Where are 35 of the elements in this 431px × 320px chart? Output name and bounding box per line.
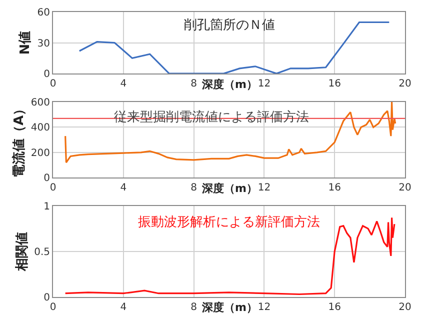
y-tick-label: 0	[44, 173, 50, 184]
x-tick-label: 4	[120, 302, 127, 313]
y-tick-label: 200	[30, 148, 50, 159]
x-tick-label: 8	[190, 182, 197, 194]
x-tick-label: 16	[328, 78, 341, 90]
y-tick-label: 0	[44, 292, 50, 304]
x-tick-label: 20	[398, 302, 412, 313]
y-tick-label: 0.5	[34, 246, 50, 258]
text: 削孔箇所のＮ値	[184, 18, 275, 33]
x-tick-label: 12	[258, 78, 271, 90]
y-tick-label: 1	[44, 201, 50, 212]
text: 振動波形解析による新評価方法	[138, 214, 320, 230]
line-series	[64, 216, 396, 296]
x-tick-label: 12	[258, 302, 271, 313]
x-tick-label: 4	[120, 182, 127, 194]
x-tick-label: 12	[258, 182, 271, 194]
y-tick-label: 600	[30, 98, 50, 109]
x-tick-label: 20	[398, 78, 412, 90]
y-tick-label: 400	[30, 122, 50, 134]
x-tick-label: 16	[328, 302, 341, 313]
line-series	[64, 102, 396, 164]
y-tick-label: 30	[37, 38, 50, 50]
x-tick-label: 16	[328, 182, 341, 194]
y-tick-label: 60	[37, 8, 50, 18]
x-tick-label: 20	[398, 182, 412, 194]
y-axis-title: N値	[18, 30, 34, 55]
x-tick-label: 8	[190, 78, 197, 90]
y-tick-label: 0	[44, 69, 50, 80]
x-axis-title: 深度（m）	[201, 182, 258, 195]
y-axis-title: 相関値	[15, 232, 30, 272]
x-axis-title: 深度（m）	[201, 78, 258, 91]
x-tick-label: 8	[190, 302, 197, 313]
x-tick-label: 4	[120, 78, 127, 90]
x-axis-title: 深度（m）	[201, 301, 258, 314]
y-axis-title: 電流値（A）	[10, 102, 27, 178]
